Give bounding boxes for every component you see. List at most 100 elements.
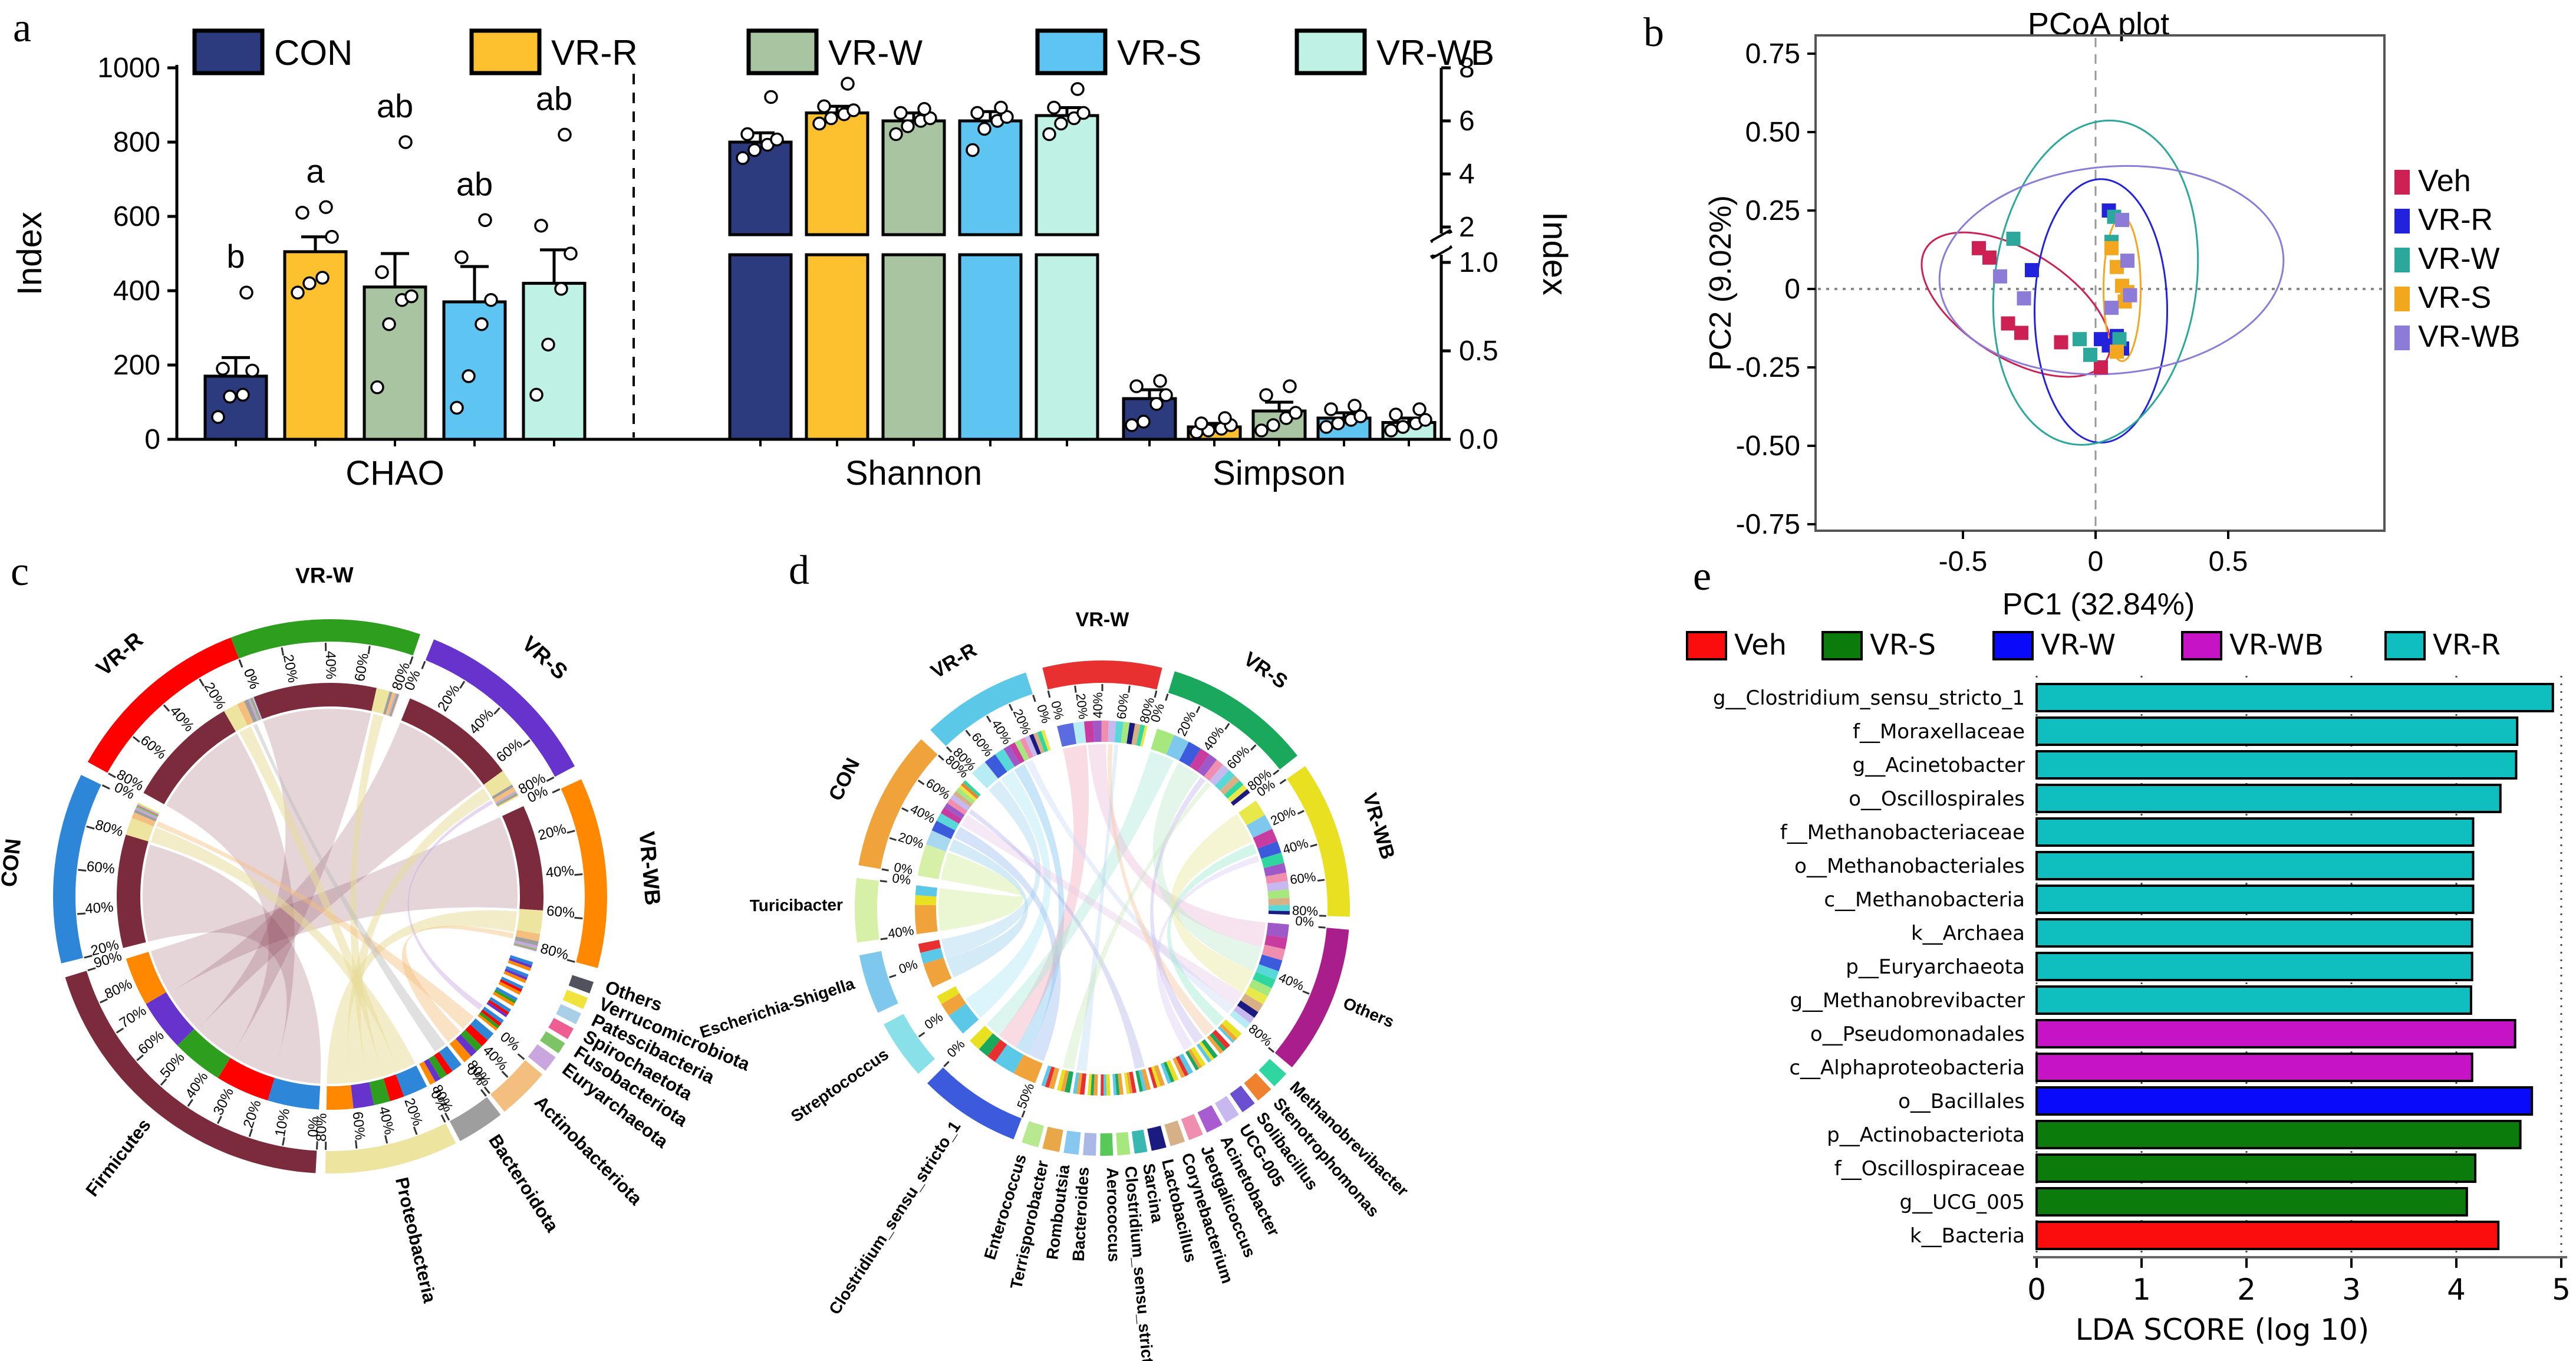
ring-seg <box>1220 775 1240 795</box>
sector-label-VR-W: VR-W <box>295 563 354 588</box>
ring-seg <box>1045 1066 1055 1088</box>
legend-label: VR-W <box>828 33 923 73</box>
ribbon-CON-Actinobacteriota <box>156 821 474 1029</box>
ring-seg <box>428 1055 447 1079</box>
pct-tick: 20% <box>434 682 463 714</box>
sector-Enterococcus <box>1022 1121 1045 1148</box>
ring-seg <box>1106 1074 1111 1096</box>
ring-seg <box>131 812 156 827</box>
sample-dot <box>370 380 384 395</box>
sector-label-VR-S: VR-S <box>518 632 572 685</box>
ring-seg <box>1227 784 1247 803</box>
pct-tick: 20% <box>201 680 229 712</box>
point-Veh <box>1982 250 1997 265</box>
b-ytick: -0.50 <box>1736 430 1800 462</box>
sample-dot <box>1218 411 1232 425</box>
ring-seg <box>1057 722 1077 747</box>
ring-seg <box>1238 800 1265 826</box>
e-taxon-label: o__Oscillospirales <box>1849 787 2025 811</box>
bar-CHAO-VR-WB <box>522 281 587 441</box>
ribbon-VR-S-Terrisporobacter <box>1062 782 1211 1070</box>
sector-Proteobacteria <box>325 1123 456 1173</box>
ring-seg <box>250 698 261 721</box>
b-legend-label: VR-WB <box>2418 320 2520 354</box>
lda-bar-p__Euryarchaeota <box>2035 952 2473 981</box>
sector-Escherichia-Shigella <box>859 951 898 1013</box>
ring-seg <box>1057 1069 1066 1092</box>
ring-seg <box>487 1000 509 1015</box>
lda-bar-f__Oscillospiraceae <box>2035 1153 2477 1183</box>
sector-label-VR-WB: VR-WB <box>635 830 666 906</box>
ring-seg <box>1221 1019 1242 1038</box>
ring-seg <box>371 688 390 714</box>
ring-seg <box>1093 721 1102 742</box>
ribbon-VR-WB-Actinobacteriota <box>401 926 514 1043</box>
bar-Shannon-VR-R <box>805 111 869 236</box>
ring-seg <box>1190 1047 1206 1067</box>
sample-dot <box>295 205 309 220</box>
ring-seg <box>456 1034 477 1057</box>
ring-seg <box>224 704 248 732</box>
ring-seg <box>1135 1070 1144 1092</box>
e-taxon-label: o__Methanobacteriales <box>1794 854 2025 878</box>
sector-label-Proteobacteria: Proteobacteria <box>391 1175 440 1305</box>
sample-dot <box>564 246 578 261</box>
e-taxon-label: p__Actinobacteriota <box>1827 1123 2025 1147</box>
a-left-tick: 600 <box>113 201 160 232</box>
ring-seg <box>1185 1050 1200 1071</box>
ring-seg <box>1207 1035 1224 1054</box>
sector-Spirochaetota <box>548 1018 574 1040</box>
pct-tick: 20% <box>401 1096 426 1128</box>
sector-label-Bacteroides: Bacteroides <box>1069 1166 1092 1262</box>
ring-seg <box>1121 722 1130 744</box>
e-legend-label: VR-R <box>2433 629 2501 662</box>
ring-seg <box>477 1014 498 1031</box>
ring-seg <box>1014 739 1030 761</box>
ring-seg <box>1112 1074 1117 1096</box>
lda-bar-g__Acinetobacter <box>2035 750 2518 780</box>
sample-dot <box>454 250 469 265</box>
ring-seg <box>1131 723 1141 745</box>
sample-dot <box>1159 388 1173 402</box>
lda-bar-g__Methanobrevibacter <box>2035 985 2472 1015</box>
pct-tick: 60% <box>923 775 953 803</box>
ring-seg <box>1201 1039 1218 1059</box>
sample-dot <box>1353 409 1368 423</box>
ring-seg <box>941 993 966 1016</box>
ring-seg <box>1033 732 1045 754</box>
pct-tick: 70% <box>117 1002 149 1031</box>
sig-letter: a <box>306 152 325 189</box>
e-xtick: 5 <box>2552 1273 2571 1307</box>
pct-tick: 10% <box>272 1107 294 1138</box>
ring-seg <box>480 1009 502 1026</box>
a-left-tick: 1000 <box>97 52 160 84</box>
sample-dot <box>1137 415 1151 429</box>
sector-VR-W <box>1042 660 1162 690</box>
e-taxon-label: c__Methanobacteria <box>1824 888 2025 912</box>
ring-seg <box>134 809 157 822</box>
point-Veh <box>2094 360 2108 374</box>
ring-seg <box>493 787 516 803</box>
ring-seg <box>1101 720 1109 742</box>
e-legend-swatch-VR-R <box>2384 631 2426 660</box>
legend-swatch-VR-S <box>1035 28 1108 75</box>
sample-dot <box>1047 100 1061 115</box>
b-ytick: -0.25 <box>1736 352 1800 383</box>
ring-seg <box>1076 1073 1083 1094</box>
ring-seg <box>439 1046 462 1071</box>
legend-swatch-VR-WB <box>1294 28 1367 75</box>
sector-Bacteroides <box>1083 1132 1097 1156</box>
ring-seg <box>1073 1072 1079 1094</box>
ring-seg <box>351 1082 374 1109</box>
ring-seg <box>493 991 515 1007</box>
lda-bar-o__Pseudomonadales <box>2035 1019 2516 1048</box>
ring-seg <box>1257 841 1282 859</box>
ring-seg <box>513 945 536 952</box>
ring-seg <box>1025 735 1038 757</box>
ring-seg <box>995 748 1015 772</box>
sector-label-VR-R: VR-R <box>91 627 147 680</box>
ring-seg <box>1060 1070 1069 1092</box>
panel-e: Veh VR-S VR-W VR-WB VR-R 0 1 2 3 4 5 LDA SCORE (log… <box>1686 629 2571 1347</box>
sector-CON <box>858 739 938 869</box>
ribbon-VR-W-Firmicutes <box>197 709 371 1056</box>
